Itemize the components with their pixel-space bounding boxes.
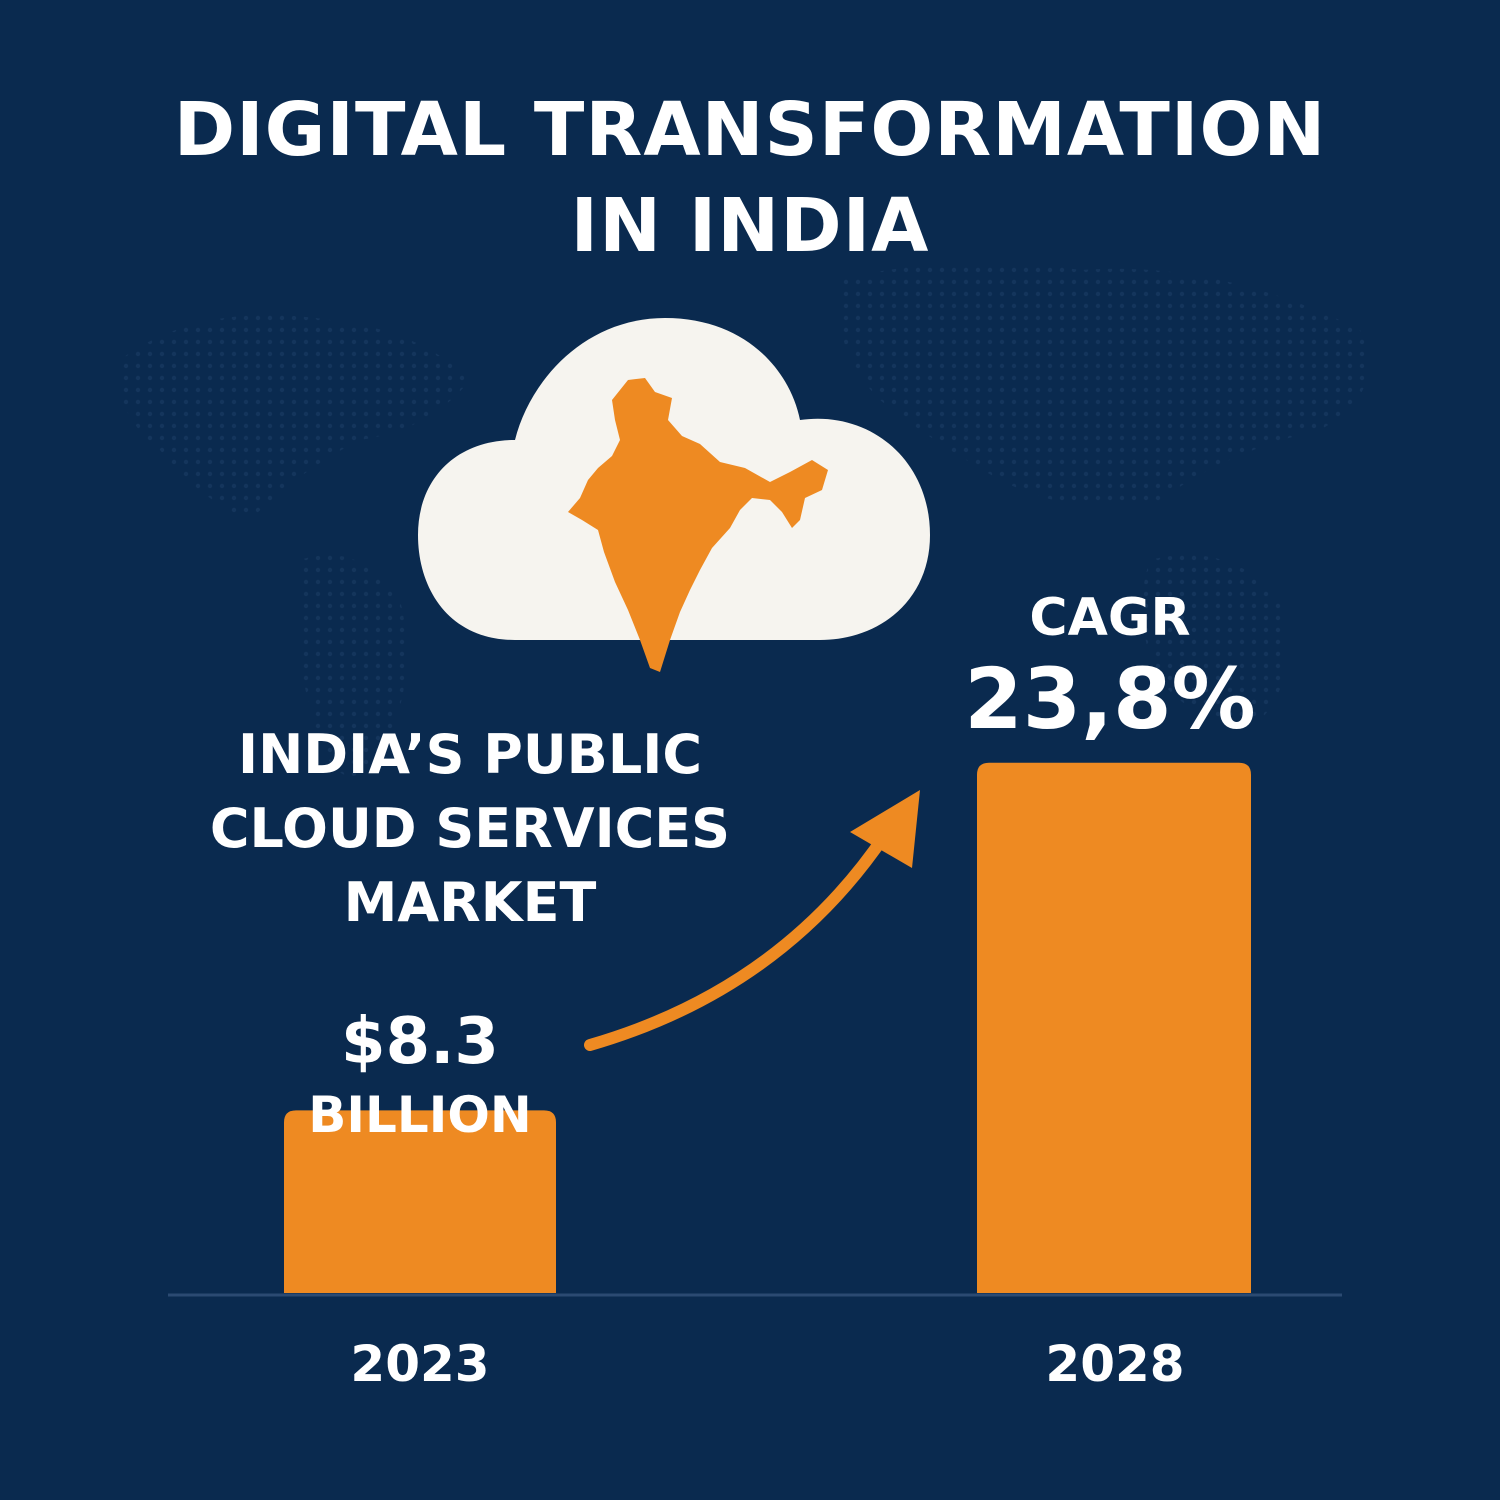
world-map-dots-background	[118, 262, 1369, 776]
bars-group	[284, 762, 1251, 1293]
x-tick-label-2023: 2023	[350, 1335, 490, 1393]
data-label-2023-unit: BILLION	[308, 1086, 532, 1144]
chart-subtitle: INDIA’S PUBLIC CLOUD SERVICES MARKET	[160, 718, 780, 940]
bar-2023	[284, 1110, 556, 1293]
x-tick-label-2028: 2028	[1045, 1335, 1185, 1393]
page-title-line-1: DIGITAL TRANSFORMATION	[173, 87, 1327, 173]
page-title: DIGITAL TRANSFORMATION IN INDIA	[0, 82, 1500, 274]
cagr-value: 23,8%	[964, 650, 1256, 748]
cagr-label: CAGR	[1029, 588, 1191, 648]
growth-arrow-icon	[584, 790, 920, 1051]
subtitle-line-2: CLOUD SERVICES	[209, 797, 731, 860]
cagr-annotation: CAGR 23,8%	[960, 585, 1260, 747]
data-label-2023-value: $8.3	[341, 1005, 499, 1079]
subtitle-line-3: MARKET	[343, 871, 597, 934]
page-title-line-2: IN INDIA	[570, 183, 930, 269]
india-map-icon	[568, 378, 828, 672]
subtitle-line-1: INDIA’S PUBLIC	[238, 723, 702, 786]
bar-2028	[977, 762, 1251, 1293]
data-label-2023: $8.3 BILLION	[270, 1000, 570, 1146]
